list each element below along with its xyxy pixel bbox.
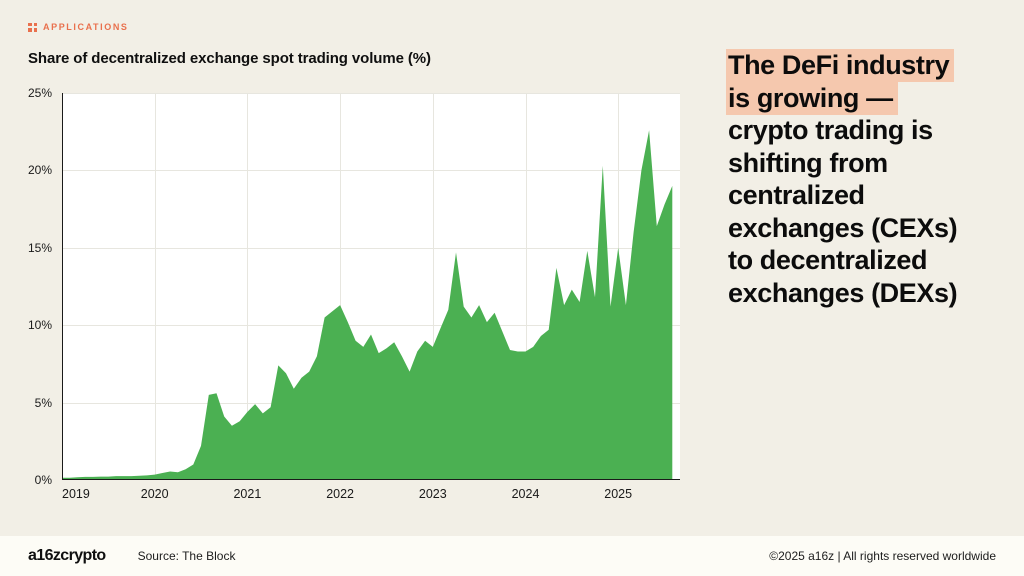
headline-line: exchanges (DEXs) xyxy=(728,277,958,308)
x-axis-tick-label: 2020 xyxy=(140,487,169,501)
headline-line: The DeFi industry xyxy=(726,49,1020,82)
headline-line: to decentralized xyxy=(728,245,928,275)
y-axis-labels: 0% 5% 10% 15% 20% 25% xyxy=(27,86,54,487)
headline-line: exchanges (CEXs) xyxy=(728,212,958,243)
x-axis-tick-label: 2021 xyxy=(233,487,262,501)
copyright-text: ©2025 a16z | All rights reserved worldwi… xyxy=(769,549,996,563)
headline: The DeFi industry is growing — crypto trad… xyxy=(726,49,1020,309)
dex-share-area-chart xyxy=(62,93,680,481)
headline-line: crypto trading is xyxy=(728,115,933,145)
footer: a16zcrypto Source: The Block ©2025 a16z … xyxy=(0,536,1024,576)
y-axis-tick-label: 10% xyxy=(27,318,52,333)
a16z-crypto-logo: a16zcrypto xyxy=(28,547,106,564)
source-text: Source: The Block xyxy=(137,549,236,563)
y-axis-tick-label: 0% xyxy=(34,473,52,487)
grid-icon xyxy=(28,22,37,32)
headline-line: is growing — xyxy=(726,81,1020,115)
y-axis-tick-label: 5% xyxy=(34,395,52,410)
headline-line: centralized xyxy=(728,180,865,210)
y-axis-tick-label: 25% xyxy=(27,86,52,100)
x-axis-tick-label: 2019 xyxy=(62,487,90,501)
x-axis-tick-label: 2024 xyxy=(511,487,540,501)
section-label: APPLICATIONS xyxy=(28,22,129,32)
section-label-text: APPLICATIONS xyxy=(43,22,129,32)
x-axis-tick-label: 2025 xyxy=(604,487,633,501)
chart-title: Share of decentralized exchange spot tra… xyxy=(28,50,431,67)
y-axis-tick-label: 20% xyxy=(27,163,52,178)
y-axis-tick-label: 15% xyxy=(27,240,52,255)
x-axis-labels: 2019 2020 2021 2022 2023 2024 2025 xyxy=(62,487,680,503)
chart: 0% 5% 10% 15% 20% 25% 2019 2020 2021 2022 2023 202… xyxy=(28,86,696,510)
x-axis-tick-label: 2022 xyxy=(326,487,354,501)
headline-line: shifting from xyxy=(728,147,888,178)
footer-left: a16zcrypto Source: The Block xyxy=(28,547,235,565)
plot-area xyxy=(62,93,680,481)
area-series xyxy=(62,130,673,480)
x-axis-tick-label: 2023 xyxy=(418,487,447,501)
